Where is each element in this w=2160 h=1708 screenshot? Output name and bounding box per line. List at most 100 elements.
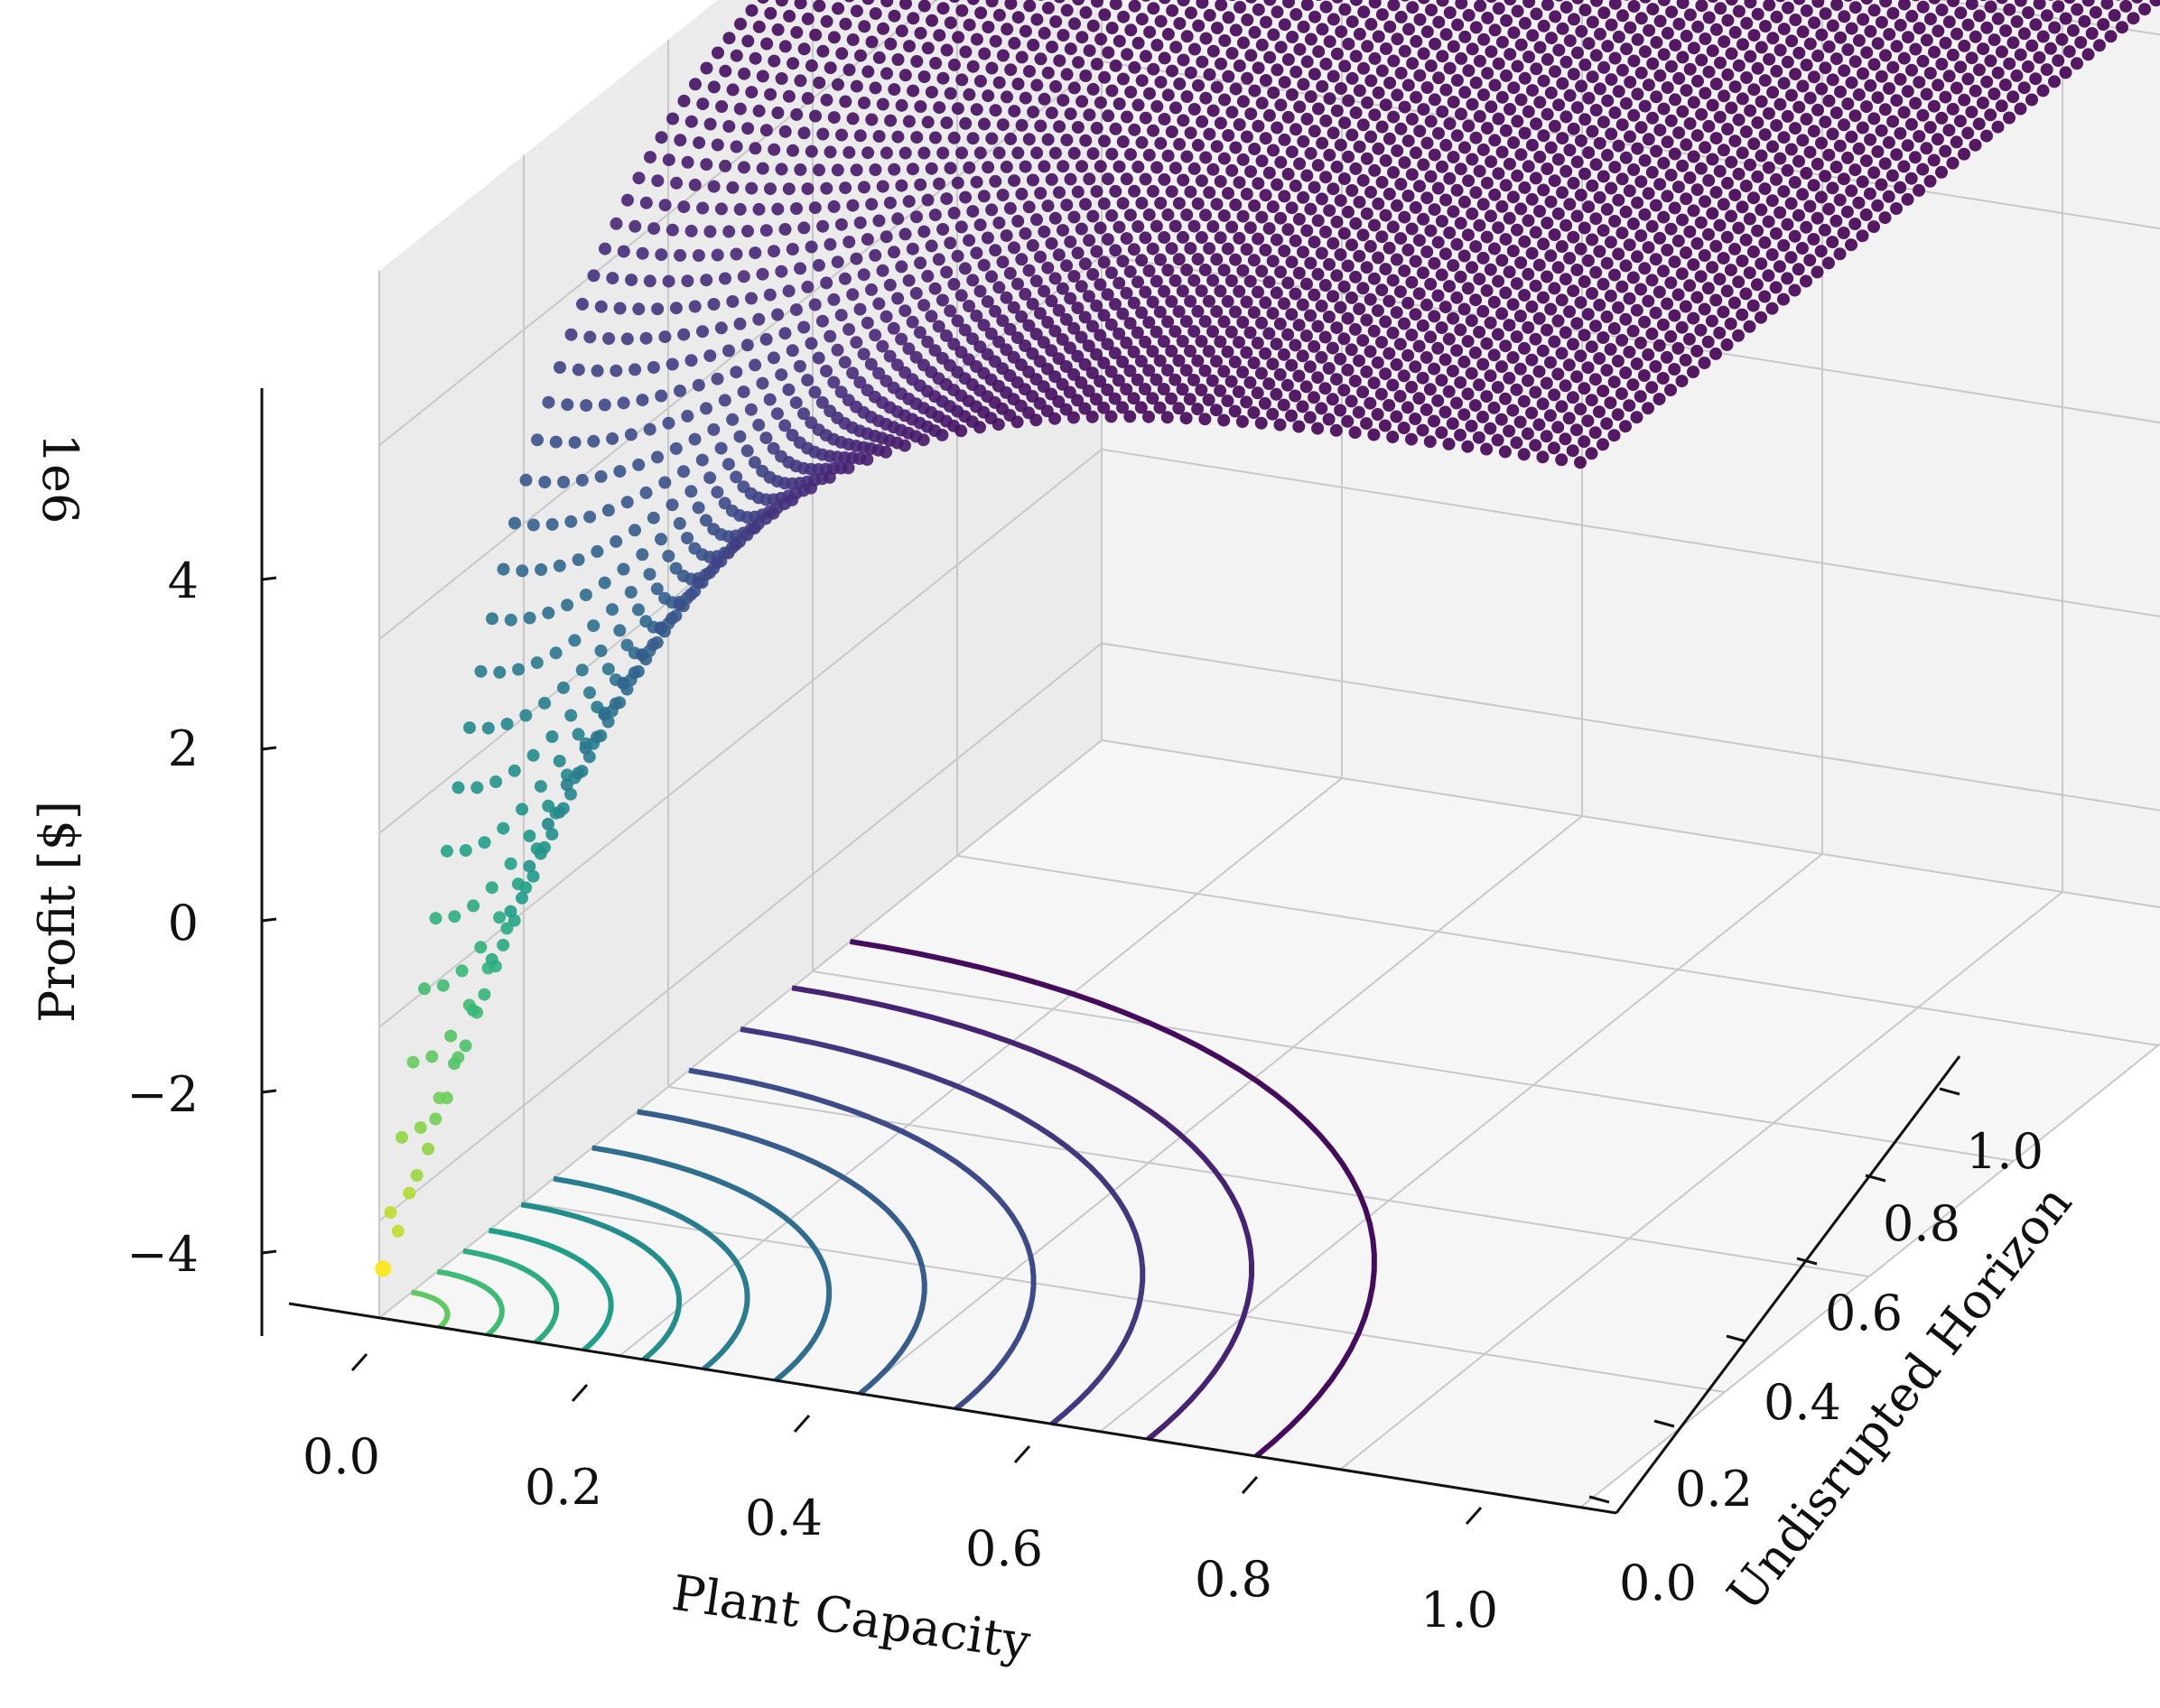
scatter-point bbox=[1041, 1, 1055, 14]
scatter-point bbox=[1645, 381, 1659, 395]
scatter-point bbox=[891, 212, 905, 226]
scatter-point bbox=[1390, 410, 1403, 423]
scatter-point bbox=[1297, 190, 1310, 204]
scatter-point bbox=[1270, 233, 1283, 246]
scatter-point bbox=[1439, 193, 1453, 207]
scatter-point bbox=[632, 458, 646, 471]
scatter-point bbox=[778, 125, 792, 138]
scatter-point bbox=[1819, 170, 1832, 183]
scatter-point bbox=[1740, 71, 1754, 84]
scatter-point bbox=[1657, 265, 1670, 278]
scatter-point bbox=[1481, 11, 1494, 24]
scatter-point bbox=[1034, 52, 1047, 66]
scatter-point bbox=[1653, 178, 1667, 191]
scatter-point bbox=[733, 317, 747, 330]
scatter-point bbox=[1638, 208, 1652, 221]
scatter-point bbox=[1409, 308, 1422, 321]
scatter-point bbox=[1386, 431, 1400, 443]
scatter-point bbox=[1248, 199, 1262, 212]
scatter-point bbox=[1755, 149, 1768, 162]
scatter-point bbox=[1161, 264, 1175, 277]
scatter-point bbox=[1739, 287, 1753, 301]
scatter-point bbox=[1059, 312, 1073, 326]
scatter-point bbox=[1327, 237, 1340, 250]
scatter-point bbox=[1413, 180, 1426, 193]
scatter-point bbox=[1506, 404, 1520, 417]
scatter-point bbox=[2006, 90, 2020, 104]
scatter-point bbox=[1484, 369, 1497, 383]
scatter-point bbox=[1146, 295, 1159, 309]
scatter-point bbox=[1637, 369, 1651, 382]
scatter-point bbox=[782, 284, 796, 298]
scatter-point bbox=[441, 844, 453, 858]
scatter-point bbox=[1406, 1, 1420, 14]
scatter-point bbox=[1556, 22, 1569, 35]
scatter-point bbox=[1123, 410, 1137, 423]
scatter-point bbox=[1311, 159, 1325, 172]
scatter-point bbox=[1481, 122, 1494, 135]
scatter-point bbox=[575, 664, 589, 677]
scatter-point bbox=[1432, 71, 1446, 85]
scatter-point bbox=[1109, 184, 1122, 198]
scatter-point bbox=[812, 351, 825, 365]
scatter-point bbox=[1687, 311, 1700, 325]
scatter-point bbox=[1146, 242, 1159, 255]
scatter-point bbox=[843, 236, 856, 248]
scatter-point bbox=[1356, 385, 1370, 399]
scatter-point bbox=[1215, 0, 1228, 12]
scatter-point bbox=[1255, 265, 1269, 278]
scatter-point bbox=[1348, 426, 1362, 440]
scatter-point bbox=[534, 780, 547, 794]
scatter-point bbox=[959, 190, 973, 204]
scatter-point bbox=[1116, 355, 1130, 368]
scatter-point bbox=[1646, 3, 1660, 16]
scatter-point bbox=[1537, 237, 1550, 251]
scatter-point bbox=[740, 444, 754, 458]
y-tick-label: 0.0 bbox=[1619, 1555, 1697, 1611]
scatter-point bbox=[839, 17, 852, 31]
scatter-point bbox=[396, 1130, 408, 1144]
scatter-point bbox=[1718, 35, 1731, 49]
scatter-point bbox=[418, 982, 431, 996]
scatter-point bbox=[898, 227, 912, 241]
scatter-point bbox=[1228, 0, 1236, 2]
scatter-point bbox=[1008, 174, 1021, 188]
scatter-point bbox=[1019, 339, 1032, 352]
scatter-point bbox=[507, 764, 521, 777]
scatter-point bbox=[1718, 89, 1731, 103]
scatter-point bbox=[1127, 296, 1141, 310]
scatter-point bbox=[1196, 0, 1209, 9]
scatter-point bbox=[1217, 315, 1231, 329]
scatter-point bbox=[1770, 64, 1783, 78]
scatter-point bbox=[1455, 0, 1468, 10]
scatter-point bbox=[1504, 48, 1517, 61]
scatter-point bbox=[759, 224, 773, 237]
scatter-point bbox=[1131, 275, 1144, 289]
scatter-point bbox=[1379, 315, 1392, 329]
scatter-point bbox=[910, 131, 924, 144]
scatter-point bbox=[1172, 305, 1186, 319]
scatter-point bbox=[1474, 0, 1487, 13]
scatter-point bbox=[827, 200, 841, 213]
scatter-point bbox=[909, 286, 923, 300]
scatter-point bbox=[996, 189, 1010, 201]
scatter-point bbox=[1082, 385, 1095, 397]
scatter-point bbox=[1277, 398, 1290, 412]
scatter-point bbox=[1446, 417, 1459, 431]
scatter-point bbox=[1225, 163, 1239, 177]
scatter-point bbox=[1123, 364, 1137, 377]
scatter-point bbox=[1488, 134, 1502, 147]
scatter-point bbox=[1398, 265, 1411, 278]
scatter-point bbox=[1586, 70, 1599, 84]
scatter-point bbox=[1988, 33, 2001, 47]
scatter-point bbox=[1517, 448, 1531, 461]
scatter-point bbox=[561, 398, 574, 412]
scatter-point bbox=[1951, 27, 1963, 41]
scatter-point bbox=[1536, 397, 1550, 411]
scatter-point bbox=[1083, 44, 1096, 58]
scatter-point bbox=[1815, 28, 1829, 42]
scatter-point bbox=[1019, 227, 1032, 240]
scatter-point bbox=[1789, 122, 1802, 135]
scatter-point bbox=[827, 292, 841, 306]
scatter-point bbox=[2022, 6, 2035, 19]
